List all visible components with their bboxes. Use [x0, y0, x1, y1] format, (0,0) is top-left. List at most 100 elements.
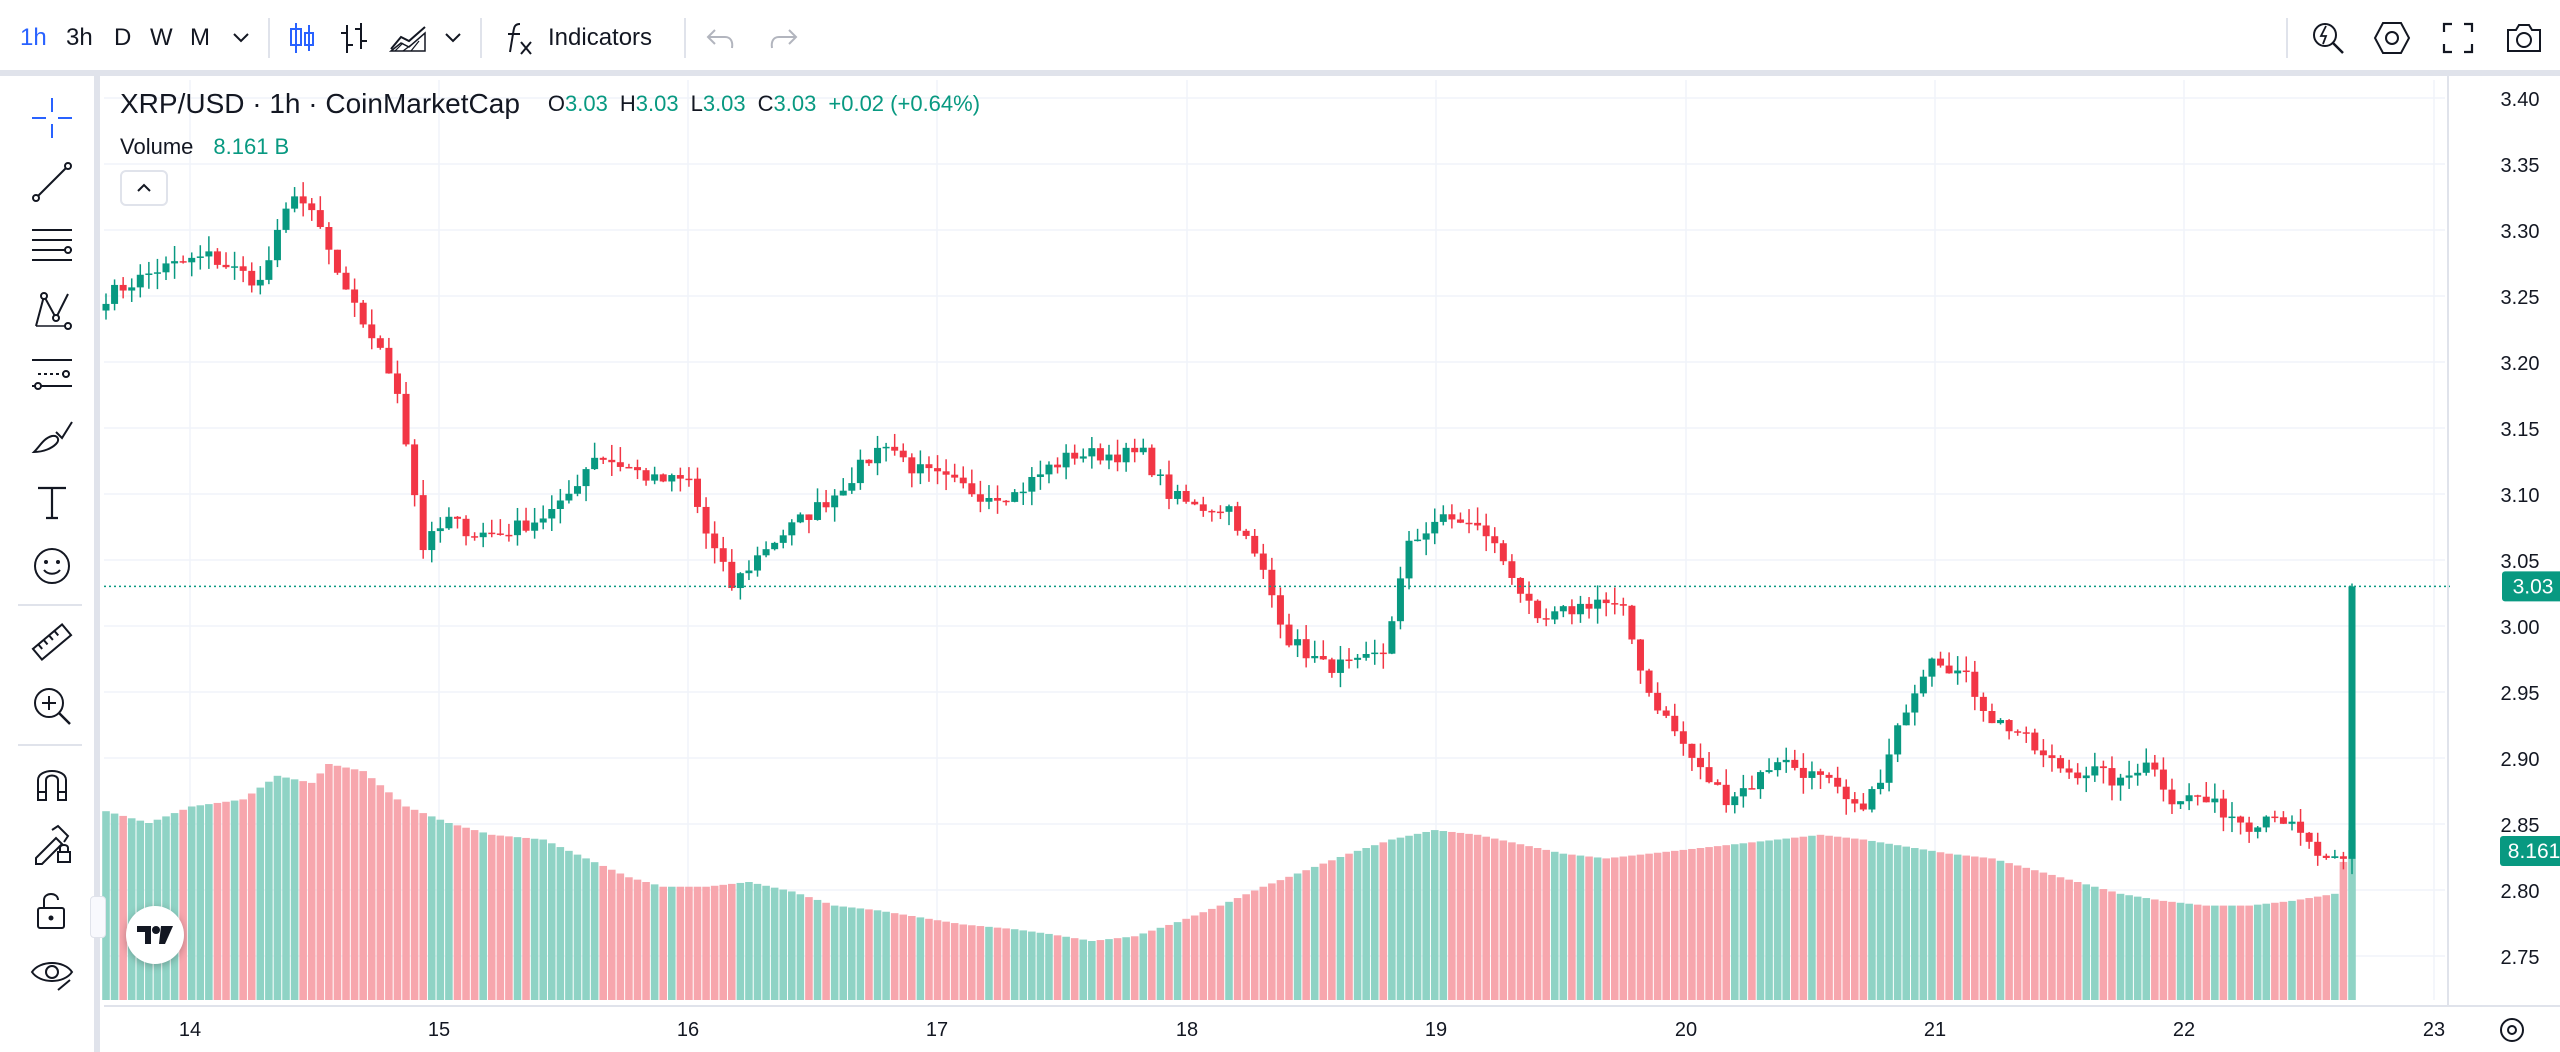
volume-bar — [685, 886, 693, 1000]
volume-bar — [848, 907, 856, 1000]
candle-body — [496, 533, 504, 535]
forecast-icon[interactable] — [22, 348, 82, 400]
candle-body — [1534, 600, 1542, 619]
x-tick-label: 21 — [1924, 1019, 1946, 1041]
candle-body — [1696, 757, 1704, 768]
chevron-down-icon[interactable] — [226, 0, 256, 76]
tradingview-logo[interactable] — [126, 906, 184, 964]
settings-icon[interactable] — [2372, 0, 2412, 76]
volume-bar — [1756, 841, 1765, 1000]
magnet-icon[interactable] — [22, 756, 82, 808]
candle-body — [179, 261, 187, 263]
svg-text:3.03: 3.03 — [2513, 575, 2554, 598]
volume-bar — [2245, 905, 2253, 1000]
emoji-icon[interactable] — [22, 540, 82, 592]
candle-body — [1799, 767, 1807, 778]
eye-icon[interactable] — [22, 948, 82, 1000]
volume-bar — [1705, 847, 1713, 1000]
candle-body — [2159, 769, 2167, 790]
volume-bar — [830, 905, 839, 1000]
candle-body — [2168, 789, 2176, 805]
candle-body — [1679, 731, 1687, 744]
trend-line-icon[interactable] — [22, 156, 82, 208]
x-tick-label: 23 — [2423, 1019, 2445, 1041]
candle-body — [839, 490, 847, 496]
volume-bar — [1533, 848, 1542, 1000]
volume-bar — [1388, 839, 1396, 1000]
volume-bar — [1302, 870, 1310, 1000]
candle-body — [1688, 743, 1696, 758]
pattern-icon[interactable] — [22, 284, 82, 336]
volume-bar — [2176, 902, 2185, 1000]
toolbar-collapse-handle[interactable] — [90, 896, 106, 938]
volume-bar — [359, 771, 367, 1000]
volume-bar — [1868, 840, 1876, 1000]
volume-bar — [788, 891, 796, 1000]
candle-body — [2237, 816, 2245, 823]
volume-bar — [1139, 933, 1148, 1000]
timeframe-1h[interactable]: 1h — [20, 24, 47, 51]
candle-body — [1705, 767, 1713, 783]
candle-body — [2082, 775, 2090, 779]
candle-body — [1594, 599, 1602, 609]
ruler-icon[interactable] — [22, 616, 82, 668]
brush-icon[interactable] — [22, 412, 82, 464]
candle-body — [2099, 766, 2107, 769]
crosshair-icon[interactable] — [22, 92, 82, 144]
candle-body — [2271, 816, 2279, 819]
volume-bar — [1379, 842, 1388, 1000]
redo-icon[interactable] — [764, 0, 804, 76]
unlock-icon[interactable] — [22, 884, 82, 936]
candle-body — [436, 528, 444, 532]
volume-bar — [1328, 860, 1336, 1000]
volume-legend[interactable]: Volume 8.161 B — [120, 134, 290, 159]
candle-body — [513, 520, 521, 536]
candle-body — [719, 548, 727, 562]
change-value: +0.02 (+0.64%) — [828, 91, 981, 116]
indicators-button[interactable]: Indicators — [504, 0, 652, 76]
fullscreen-icon[interactable] — [2438, 0, 2478, 76]
volume-bar — [2211, 905, 2219, 1000]
collapse-legend-button[interactable] — [120, 170, 168, 206]
timeframe-m[interactable]: M — [190, 24, 210, 51]
volume-bar — [968, 925, 976, 1000]
volume-bar — [1662, 851, 1670, 1000]
gear-icon[interactable] — [2500, 1018, 2524, 1042]
y-tick-label: 3.35 — [2501, 155, 2540, 177]
volume-bar — [1996, 860, 2005, 1000]
candle-body — [1054, 464, 1062, 468]
volume-bar — [1019, 930, 1028, 1000]
area-icon[interactable] — [388, 0, 428, 76]
candle-body — [239, 266, 247, 271]
timeframe-d[interactable]: D — [114, 24, 132, 51]
lock-drawing-icon[interactable] — [22, 820, 82, 872]
quick-search-icon[interactable] — [2308, 0, 2348, 76]
undo-icon[interactable] — [700, 0, 740, 76]
candle-body — [925, 464, 933, 469]
volume-bar — [239, 799, 247, 1000]
candle-body — [1645, 670, 1653, 693]
x-tick-label: 18 — [1176, 1019, 1198, 1041]
symbol-title[interactable]: XRP/USD · 1h · CoinMarketCap — [120, 88, 520, 119]
timeframe-w[interactable]: W — [150, 24, 173, 51]
volume-bar — [642, 882, 650, 1000]
bars-icon[interactable] — [336, 0, 372, 76]
candle-body — [2177, 801, 2185, 805]
high-value: 3.03 — [635, 91, 679, 116]
volume-bar — [1122, 937, 1130, 1000]
volume-bar — [1465, 833, 1473, 1000]
timeframe-3h[interactable]: 3h — [66, 24, 93, 51]
candle-body — [1302, 639, 1310, 659]
candle-body — [1174, 490, 1182, 499]
candle-body — [1448, 514, 1456, 520]
volume-bar — [1945, 853, 1953, 1000]
volume-bar — [1319, 863, 1328, 1000]
candles-icon[interactable] — [284, 0, 320, 76]
chart-type-chevron-icon[interactable] — [438, 0, 468, 76]
candle-body — [711, 533, 719, 549]
fib-retracement-icon[interactable] — [22, 220, 82, 272]
text-icon[interactable] — [22, 476, 82, 528]
camera-icon[interactable] — [2504, 0, 2544, 76]
zoom-in-icon[interactable] — [22, 680, 82, 732]
